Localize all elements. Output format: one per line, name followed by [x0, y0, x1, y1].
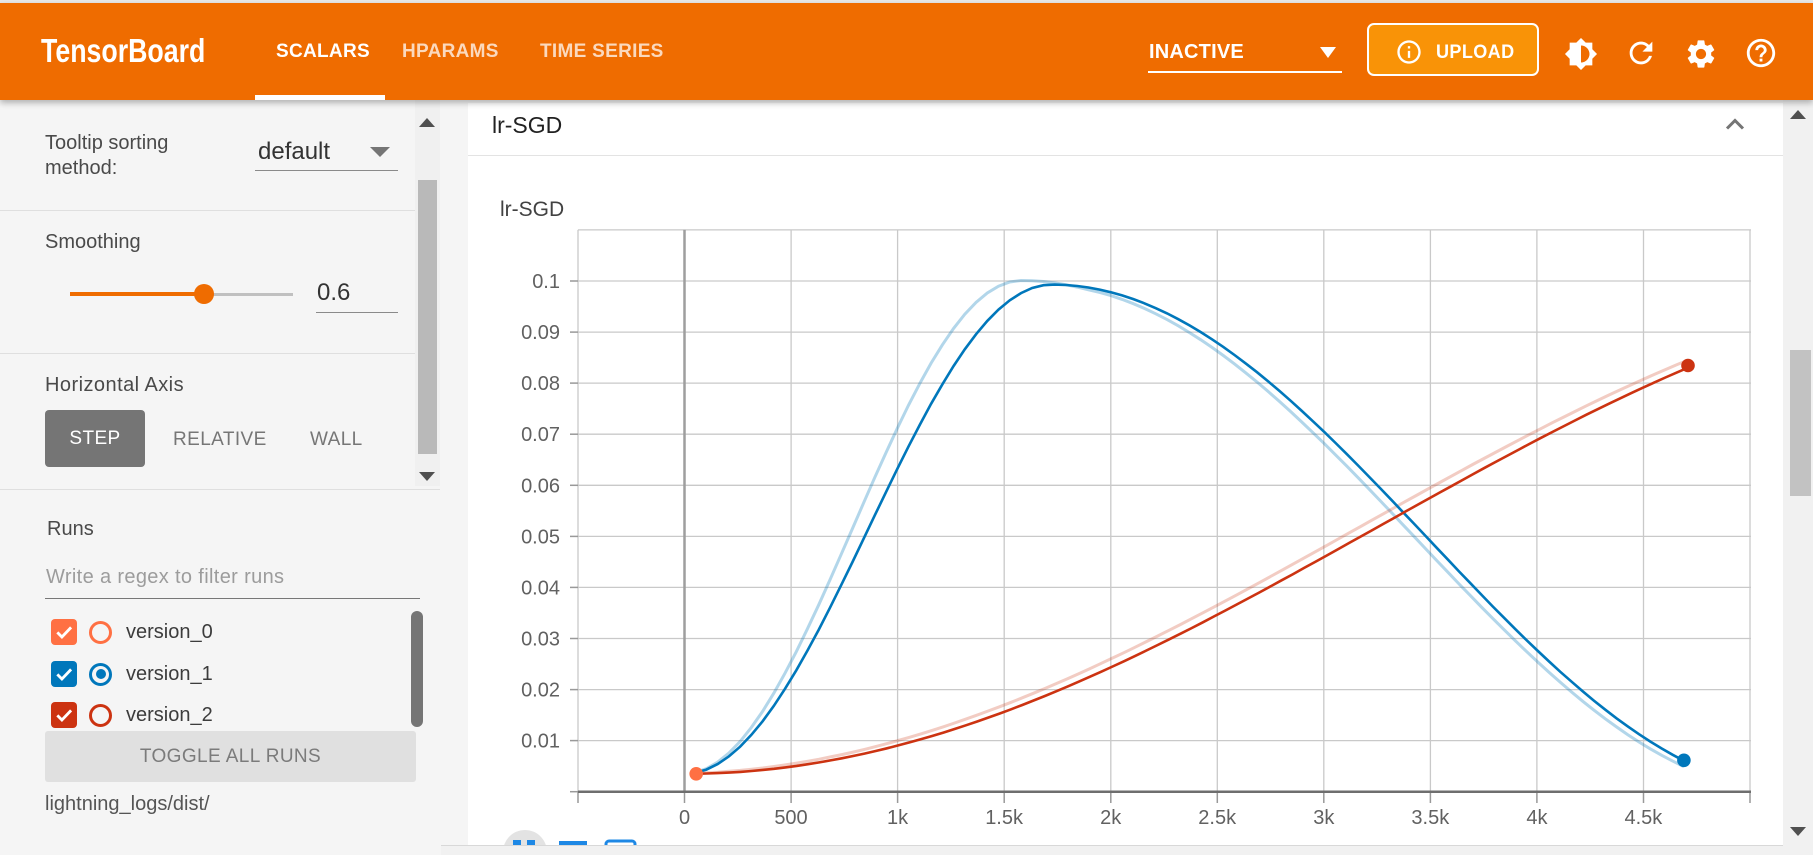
- svg-text:0.04: 0.04: [521, 577, 560, 599]
- svg-text:4k: 4k: [1526, 807, 1548, 829]
- svg-text:2.5k: 2.5k: [1198, 807, 1237, 829]
- svg-text:0.01: 0.01: [521, 731, 560, 753]
- svg-text:3.5k: 3.5k: [1411, 807, 1450, 829]
- svg-text:0: 0: [679, 807, 690, 829]
- svg-text:500: 500: [774, 807, 807, 829]
- svg-text:0.09: 0.09: [521, 322, 560, 344]
- svg-text:1k: 1k: [887, 807, 909, 829]
- svg-text:3k: 3k: [1313, 807, 1335, 829]
- svg-text:4.5k: 4.5k: [1624, 807, 1663, 829]
- svg-text:0.03: 0.03: [521, 629, 560, 651]
- svg-text:0.08: 0.08: [521, 373, 560, 395]
- svg-text:1.5k: 1.5k: [985, 807, 1024, 829]
- svg-text:0.06: 0.06: [521, 475, 560, 497]
- svg-text:0.1: 0.1: [532, 271, 560, 293]
- svg-text:2k: 2k: [1100, 807, 1122, 829]
- svg-text:0.07: 0.07: [521, 424, 560, 446]
- svg-text:0.02: 0.02: [521, 680, 560, 702]
- svg-text:0.05: 0.05: [521, 526, 560, 548]
